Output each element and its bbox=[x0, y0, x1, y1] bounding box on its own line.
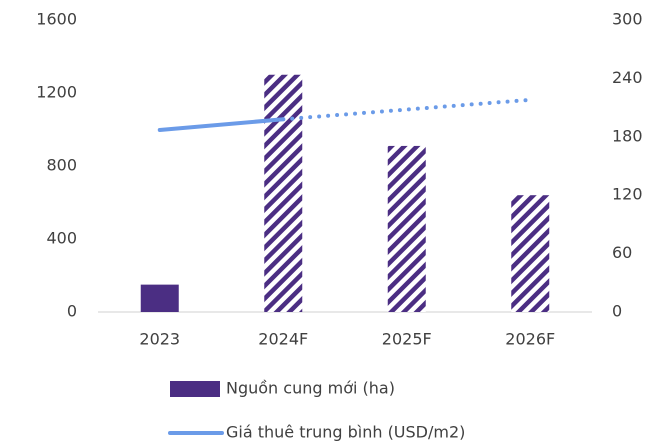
y2-tick-label: 240 bbox=[612, 68, 643, 87]
line-forecast bbox=[281, 97, 533, 122]
y2-tick-label: 120 bbox=[612, 185, 643, 204]
legend-swatch bbox=[170, 381, 220, 397]
y-tick-label: 400 bbox=[46, 229, 77, 248]
y-tick-label: 1600 bbox=[36, 10, 77, 29]
y-tick-label: 800 bbox=[46, 156, 77, 175]
bar bbox=[387, 145, 426, 312]
legend-label: Giá thuê trung bình (USD/m2) bbox=[226, 423, 465, 442]
bar bbox=[264, 74, 303, 312]
x-tick-label: 2026F bbox=[505, 330, 555, 349]
x-tick-label: 2024F bbox=[258, 330, 308, 349]
y2-tick-label: 180 bbox=[612, 126, 643, 145]
y2-tick-label: 0 bbox=[612, 302, 622, 321]
y-tick-label: 0 bbox=[67, 302, 77, 321]
bar bbox=[140, 284, 179, 312]
bar bbox=[511, 195, 550, 312]
y2-tick-label: 300 bbox=[612, 10, 643, 29]
legend-label: Nguồn cung mới (ha) bbox=[226, 379, 395, 398]
x-tick-label: 2023 bbox=[139, 330, 180, 349]
x-tick-label: 2025F bbox=[382, 330, 432, 349]
y2-tick-label: 60 bbox=[612, 243, 632, 262]
y-tick-label: 1200 bbox=[36, 83, 77, 102]
line-actual bbox=[157, 117, 286, 132]
